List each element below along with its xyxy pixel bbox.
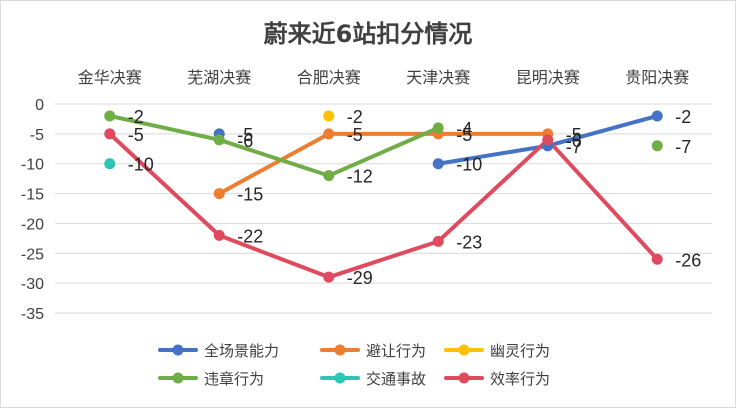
y-tick-label: 0 <box>35 97 44 114</box>
y-tick-label: -35 <box>21 306 44 323</box>
data-label: -5 <box>237 125 253 145</box>
data-point <box>104 110 116 122</box>
data-label: -10 <box>456 155 482 175</box>
data-labels: -5-10-7-2-15-5 -5 -5-2-2-6-12-4-7-10-5-22-… <box>128 107 702 288</box>
data-label: -5 <box>456 125 472 145</box>
x-category-label: 金华决赛 <box>78 68 142 87</box>
data-label: -5 <box>347 125 363 145</box>
legend-label: 交通事故 <box>366 370 426 388</box>
y-tick-label: -30 <box>21 276 44 293</box>
series-line-segment <box>217 137 331 178</box>
x-category-label: 贵阳决赛 <box>625 68 689 87</box>
legend-label: 避让行为 <box>366 342 426 360</box>
x-category-label: 天津决赛 <box>406 68 470 87</box>
y-tick-label: -15 <box>21 187 44 204</box>
data-label: -23 <box>456 232 482 252</box>
x-category-label: 昆明决赛 <box>516 68 580 87</box>
data-label: -26 <box>675 250 701 270</box>
data-point <box>323 170 335 182</box>
data-point <box>651 253 663 265</box>
legend-swatch-marker <box>334 372 346 384</box>
legend-swatch-marker <box>458 344 470 356</box>
legend-swatch-marker <box>334 344 346 356</box>
series-line-segment <box>545 137 660 262</box>
data-label: -2 <box>675 107 691 127</box>
series-points <box>104 110 663 283</box>
data-point <box>213 188 225 200</box>
x-category-label: 合肥决赛 <box>297 68 361 87</box>
series-lines <box>107 113 660 280</box>
data-point <box>104 128 116 140</box>
data-point <box>323 128 335 140</box>
y-axis-ticks: 0 -5 -10 -15 -20 -25 -30 -35 <box>21 97 44 323</box>
data-label: -7 <box>675 137 691 157</box>
data-label: -6 <box>566 131 582 151</box>
x-category-label: 芜湖决赛 <box>187 68 251 87</box>
series-line-segment <box>217 233 331 280</box>
series-line-segment <box>436 137 550 244</box>
legend-label: 违章行为 <box>204 370 264 388</box>
data-label: -10 <box>128 155 154 175</box>
data-label: -2 <box>347 107 363 127</box>
data-point <box>651 140 663 152</box>
series-line-segment <box>217 131 331 196</box>
legend-label: 全场景能力 <box>204 342 279 360</box>
data-point <box>432 235 444 247</box>
series-line-segment <box>107 131 222 238</box>
data-point <box>104 158 116 170</box>
data-label: -4 <box>456 119 472 139</box>
data-point <box>323 271 335 283</box>
data-point <box>542 134 554 146</box>
series-line-segment <box>436 143 550 166</box>
legend-swatch-marker <box>172 344 184 356</box>
data-point <box>432 158 444 170</box>
data-label: -5 <box>566 125 582 145</box>
legend-swatch-marker <box>458 372 470 384</box>
data-label: -29 <box>347 268 373 288</box>
series-line-segment <box>545 113 660 148</box>
series-line-segment <box>107 113 222 142</box>
y-tick-label: -10 <box>21 157 44 174</box>
x-axis-categories: 金华决赛 芜湖决赛 合肥决赛 天津决赛 昆明决赛 贵阳决赛 <box>78 68 690 87</box>
y-tick-label: -20 <box>21 216 44 233</box>
y-tick-label: -25 <box>21 246 44 263</box>
data-label: -6 <box>237 131 253 151</box>
data-point <box>213 229 225 241</box>
data-point <box>213 134 225 146</box>
data-label: -12 <box>347 167 373 187</box>
legend-label: 效率行为 <box>490 370 550 388</box>
data-label: -15 <box>237 185 263 205</box>
series-line-segment <box>326 239 441 280</box>
chart-title: 蔚来近6站扣分情况 <box>264 20 473 48</box>
legend-swatch-marker <box>172 372 184 384</box>
data-label: -7 <box>566 137 582 157</box>
data-label: -22 <box>237 226 263 246</box>
data-point <box>323 110 335 122</box>
data-point <box>432 122 444 134</box>
data-label: -2 <box>128 107 144 127</box>
gridlines <box>55 103 712 314</box>
legend-label: 幽灵行为 <box>490 342 550 360</box>
y-tick-label: -5 <box>30 127 44 144</box>
data-point <box>651 110 663 122</box>
data-label: -5 <box>128 125 144 145</box>
series-line-segment <box>326 125 441 178</box>
